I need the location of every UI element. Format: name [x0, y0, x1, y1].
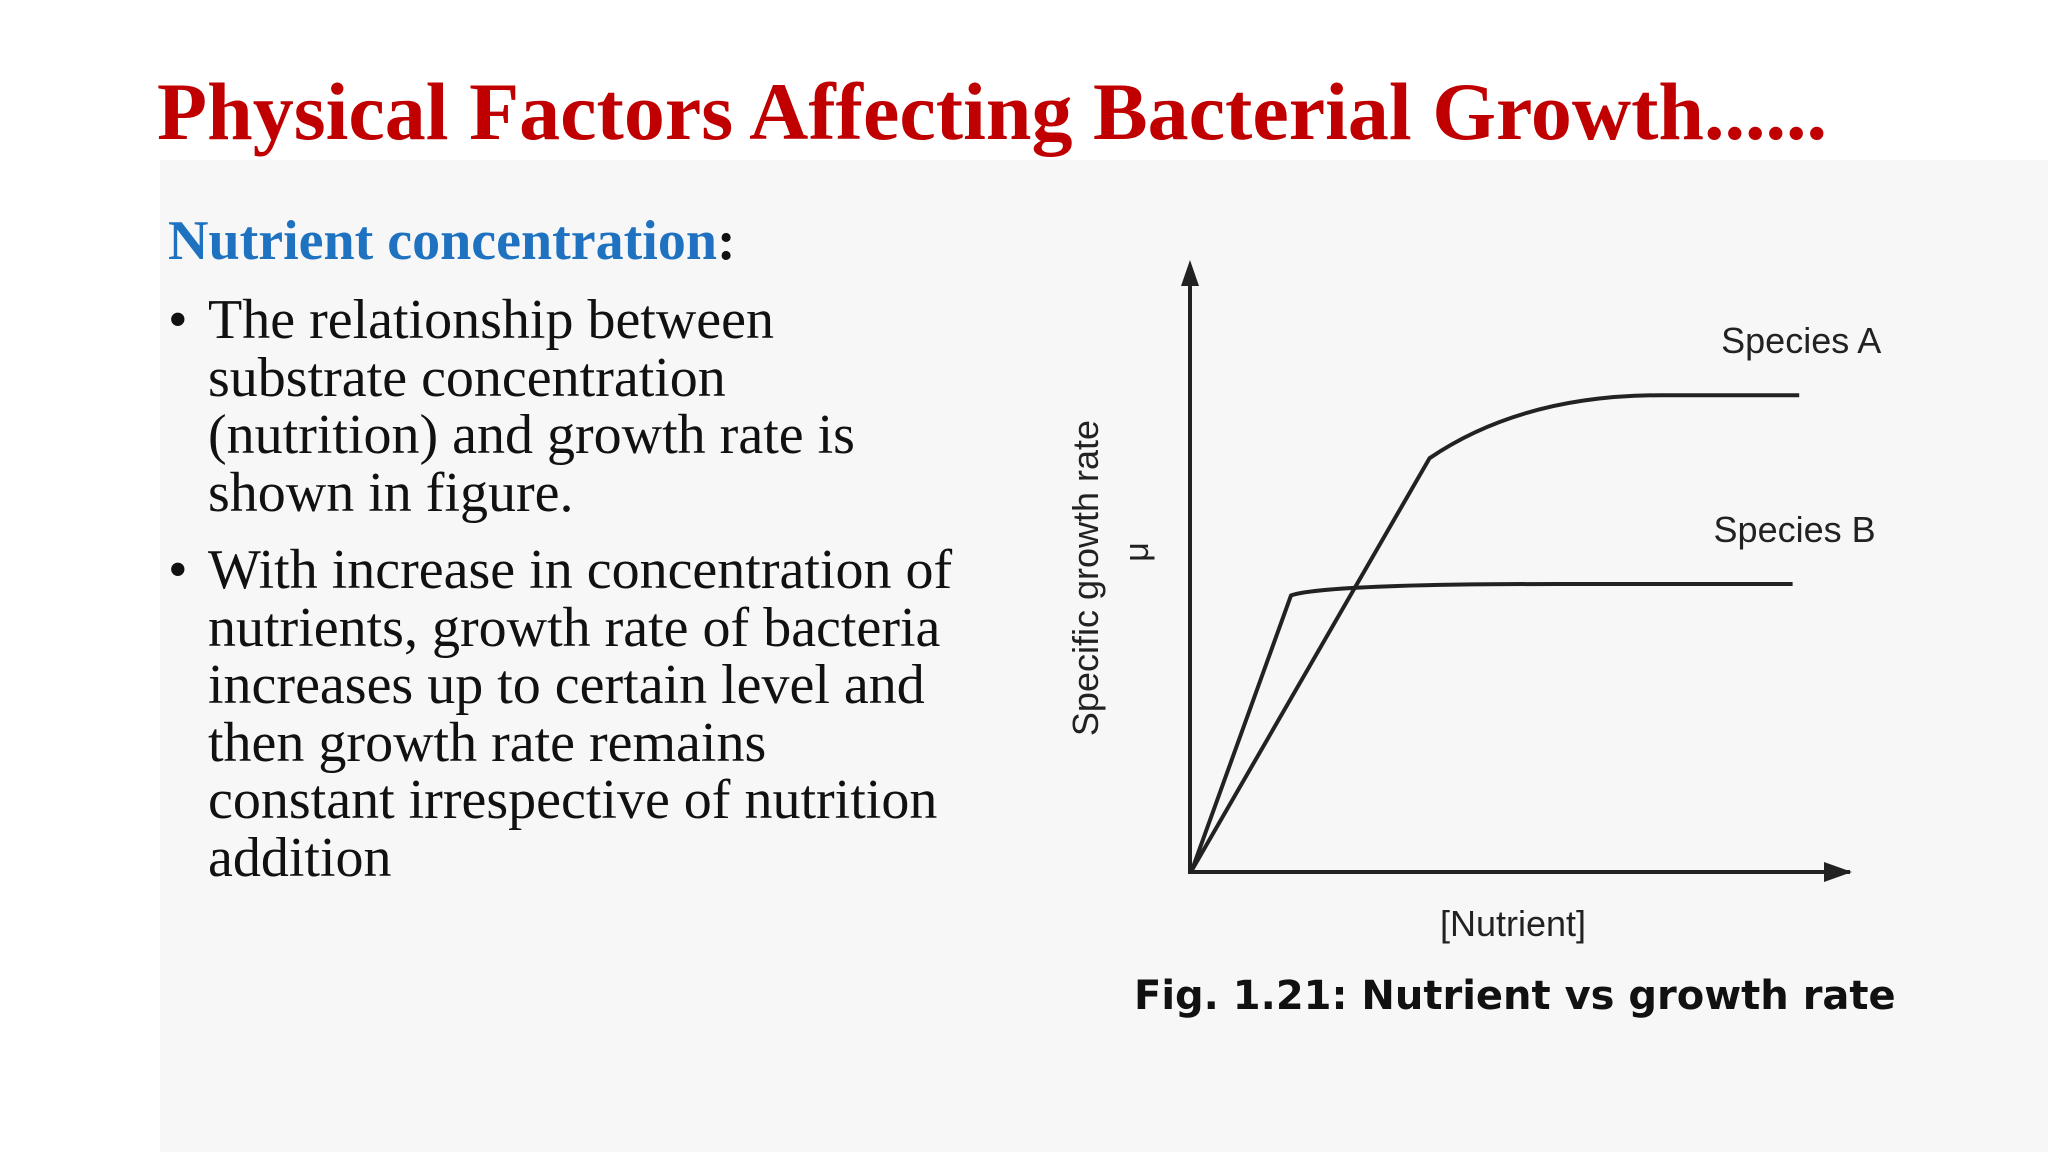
series-layer: Species A Species B [1190, 320, 1881, 871]
bullet-item: • The relationship between substrate con… [168, 289, 1028, 524]
y-axis-label: Specific growth rate [1065, 420, 1106, 736]
section-heading-text: Nutrient concentration [168, 210, 718, 272]
growth-rate-chart: Specific growth rate μ [Nutrient] Specie… [1065, 260, 1881, 944]
series-label-species-b: Species B [1714, 509, 1876, 550]
figure-caption: Fig. 1.21: Nutrient vs growth rate [1134, 973, 1896, 1019]
y-axis-arrow-icon [1181, 260, 1199, 286]
series-line-species-b [1190, 582, 1793, 871]
bullet-line: constant irrespective of nutrition [208, 769, 938, 831]
bullet-line: shown in figure. [208, 461, 574, 524]
section-heading: Nutrient concentration: [168, 208, 736, 274]
bullet-line: substrate concentration [208, 346, 726, 409]
bullet-line: nutrients, growth rate of bacteria [208, 596, 941, 659]
y-axis-symbol: μ [1118, 542, 1156, 562]
x-axis-label: [Nutrient] [1440, 903, 1586, 944]
series-label-species-a: Species A [1721, 320, 1881, 361]
x-axis-arrow-icon [1824, 862, 1852, 882]
bullet-item: • With increase in concentration of nutr… [168, 539, 1028, 889]
bullet-line: (nutrition) and growth rate is [208, 404, 855, 466]
content-panel [160, 160, 2048, 1152]
bullet-dot-icon: • [168, 289, 188, 351]
bullet-line: The relationship between [208, 289, 775, 351]
section-heading-colon: : [717, 210, 736, 272]
bullet-list: • The relationship between substrate con… [168, 289, 1028, 907]
bullet-line: addition [208, 826, 392, 889]
bullet-line: then growth rate remains [208, 711, 767, 774]
bullet-dot-icon: • [168, 539, 188, 601]
bullet-line: With increase in concentration of [208, 539, 953, 601]
bullet-line: increases up to certain level and [208, 654, 925, 716]
series-line-species-a [1190, 393, 1800, 871]
slide-title: Physical Factors Affecting Bacterial Gro… [157, 66, 1828, 157]
